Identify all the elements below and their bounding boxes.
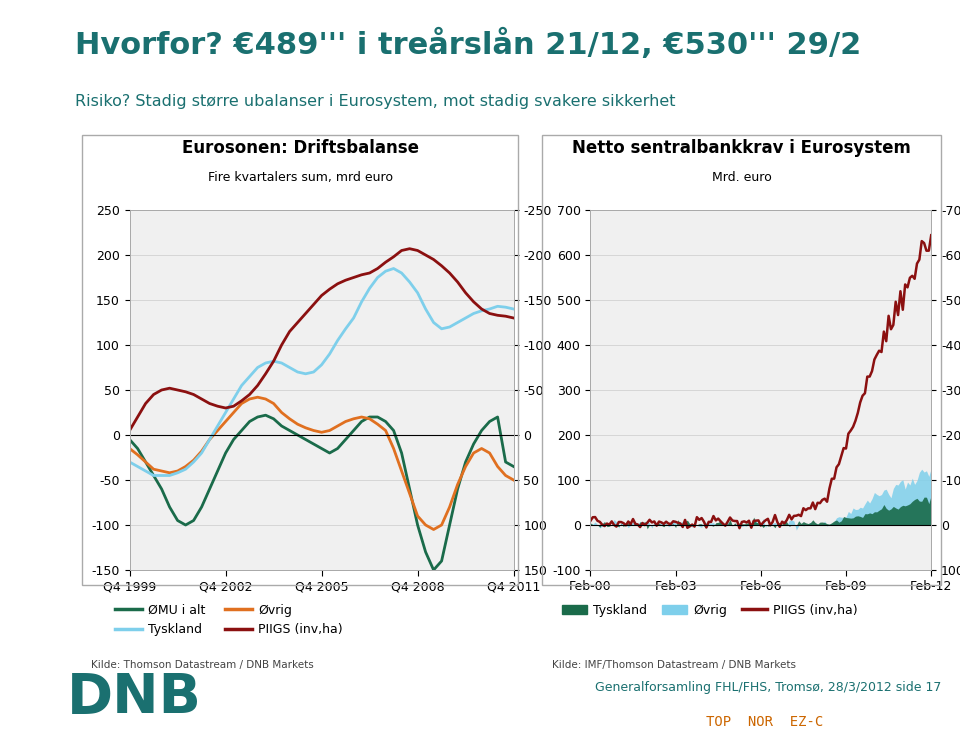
Text: Eurosonen: Driftsbalanse: Eurosonen: Driftsbalanse — [181, 139, 419, 157]
Text: Fire kvartalers sum, mrd euro: Fire kvartalers sum, mrd euro — [207, 171, 393, 184]
Legend: Tyskland, Øvrig, PIIGS (inv,ha): Tyskland, Øvrig, PIIGS (inv,ha) — [557, 598, 863, 622]
Text: Risiko? Stadig større ubalanser i Eurosystem, mot stadig svakere sikkerhet: Risiko? Stadig større ubalanser i Eurosy… — [76, 94, 676, 109]
Text: Hvorfor? €489''' i treårslån 21/12, €530''' 29/2: Hvorfor? €489''' i treårslån 21/12, €530… — [76, 29, 862, 60]
Text: Kilde: Thomson Datastream / DNB Markets: Kilde: Thomson Datastream / DNB Markets — [91, 660, 314, 670]
Text: Netto sentralbankkrav i Eurosystem: Netto sentralbankkrav i Eurosystem — [572, 139, 911, 157]
Text: Mrd. euro: Mrd. euro — [711, 171, 772, 184]
Text: TOP  NOR  EZ-C: TOP NOR EZ-C — [706, 716, 823, 730]
Text: DNB: DNB — [67, 671, 202, 725]
Text: Kilde: IMF/Thomson Datastream / DNB Markets: Kilde: IMF/Thomson Datastream / DNB Mark… — [552, 660, 796, 670]
Text: Generalforsamling FHL/FHS, Tromsø, 28/3/2012 side 17: Generalforsamling FHL/FHS, Tromsø, 28/3/… — [595, 682, 942, 694]
Legend: ØMU i alt, Tyskland, Øvrig, PIIGS (inv,ha): ØMU i alt, Tyskland, Øvrig, PIIGS (inv,h… — [109, 598, 348, 641]
